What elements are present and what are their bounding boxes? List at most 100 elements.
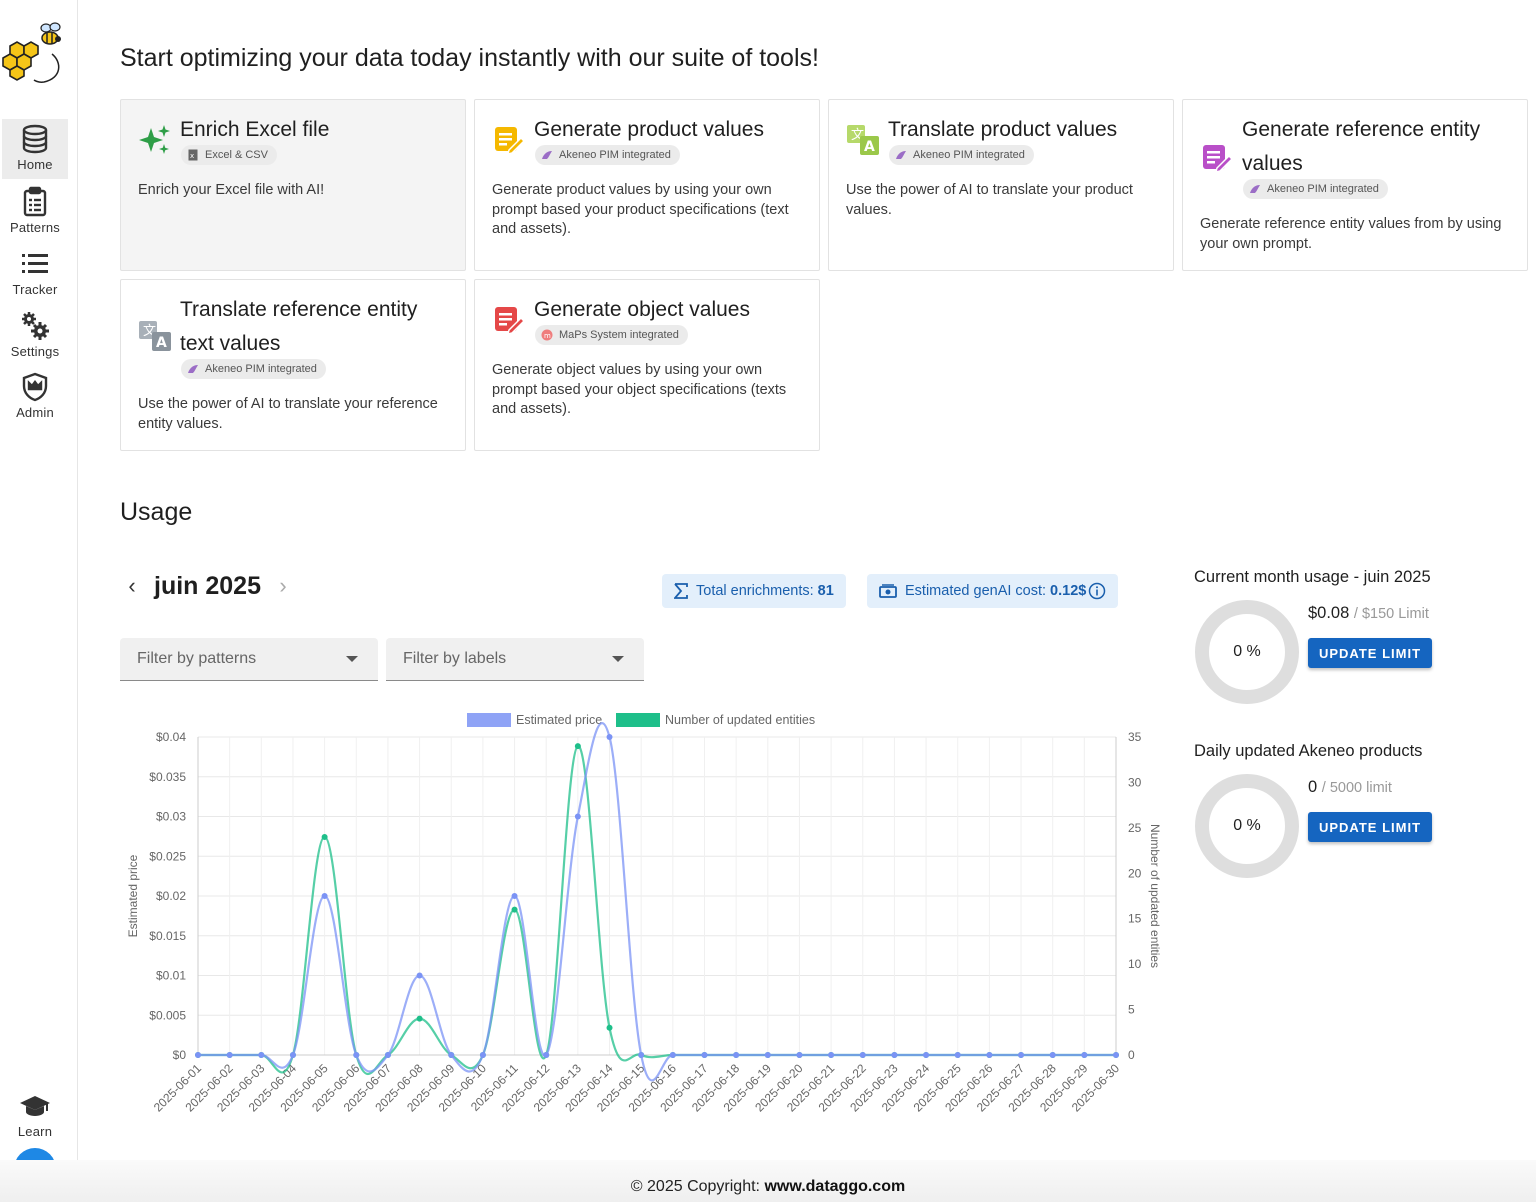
update-limit-button[interactable]: UPDATE LIMIT (1308, 812, 1432, 842)
legend-label: Estimated price (516, 713, 602, 727)
estimated-cost-value: 0.12$ (1050, 583, 1087, 599)
card-description: Use the power of AI to translate your pr… (846, 182, 1133, 218)
sidebar-item-admin[interactable]: Admin (2, 367, 68, 427)
card-description: Generate reference entity values from by… (1200, 216, 1502, 252)
card-chip: m MaPs System integrated (535, 325, 688, 345)
card-chip: Akeneo PIM integrated (181, 359, 326, 379)
price-series-point (258, 1052, 265, 1058)
y-right-tick-label: 5 (1128, 1003, 1135, 1017)
dropdown-caret-icon (346, 656, 358, 662)
card-description: Generate object values by using your own… (492, 362, 787, 417)
price-series-point (511, 893, 518, 899)
y-right-tick-label: 15 (1128, 912, 1142, 926)
card-generate-reference-entity-values[interactable]: Generate reference entity values Akeneo … (1182, 99, 1528, 271)
entities-series-point (416, 1015, 423, 1022)
price-series-point (543, 1052, 550, 1058)
sidebar-item-label: Patterns (9, 220, 60, 235)
price-series-point (321, 893, 328, 899)
estimated-cost-label: Estimated genAI cost: (905, 583, 1047, 599)
y-right-tick-label: 35 (1128, 730, 1142, 744)
akeneo-icon (188, 365, 198, 373)
money-icon (879, 584, 897, 598)
price-series-point (796, 1052, 803, 1058)
filter-patterns-select[interactable]: Filter by patterns (120, 638, 378, 681)
filter-labels-select[interactable]: Filter by labels (386, 638, 644, 681)
y-left-tick-label: $0.015 (149, 929, 186, 943)
sidebar-item-label: Admin (16, 405, 54, 420)
y-left-tick-label: $0.005 (149, 1008, 186, 1022)
card-description: Generate product values by using your ow… (492, 182, 789, 237)
sidebar-item-patterns[interactable]: Patterns (2, 182, 68, 242)
price-series-point (701, 1052, 708, 1058)
month-usage-percent: 0 % (1233, 643, 1261, 660)
month-usage-value: $0.08 (1308, 604, 1350, 622)
info-icon[interactable] (1088, 582, 1106, 600)
entities-series-point (321, 833, 328, 840)
card-enrich-excel[interactable]: Enrich Excel file x Excel & CSV Enrich y… (120, 99, 466, 271)
card-title: Generate reference entity values (1242, 118, 1481, 175)
card-title: Generate object values (534, 298, 750, 321)
sidebar-item-label: Learn (17, 1124, 53, 1139)
akeneo-icon (542, 151, 552, 159)
translate-icon: 文 A (139, 321, 171, 351)
price-series-point (1018, 1052, 1025, 1058)
price-series-point (574, 813, 581, 820)
main-content: Start optimizing your data today instant… (78, 0, 1536, 1202)
sidebar: Home Patterns Tracker Settings (0, 0, 78, 1202)
legend-swatch-entities (616, 713, 660, 727)
price-series-point (448, 1052, 455, 1058)
month-usage-amount: $0.08 / $150 Limit (1308, 604, 1429, 623)
price-series-point (606, 734, 613, 740)
sidebar-item-label: Home (17, 157, 53, 172)
usage-title: Usage (120, 498, 193, 526)
chip-label: Akeneo PIM integrated (559, 149, 671, 161)
total-enrichments-label: Total enrichments: (696, 583, 814, 599)
chevron-left-icon[interactable]: ‹ (128, 573, 136, 598)
list-icon (22, 254, 48, 273)
price-series-point (416, 972, 423, 979)
chip-label: Akeneo PIM integrated (913, 149, 1025, 161)
y-left-tick-label: $0.04 (156, 730, 186, 744)
card-generate-object-values[interactable]: Generate object values m MaPs System int… (474, 279, 820, 451)
dropdown-caret-icon (612, 656, 624, 662)
card-generate-product-values[interactable]: Generate product values Akeneo PIM integ… (474, 99, 820, 271)
bee-hive-logo[interactable] (0, 14, 70, 88)
footer: © 2025 Copyright: www.dataggo.com (0, 1160, 1536, 1202)
graduation-cap-icon (20, 1096, 50, 1116)
maps-system-icon: m (541, 329, 553, 341)
price-series-point (353, 1052, 360, 1058)
shield-icon (22, 372, 48, 402)
card-description: Use the power of AI to translate your re… (138, 396, 438, 432)
price-series-point (384, 1052, 391, 1058)
sidebar-item-settings[interactable]: Settings (2, 306, 68, 366)
price-series-point (954, 1052, 961, 1058)
price-series-point (1049, 1052, 1056, 1058)
update-limit-button[interactable]: UPDATE LIMIT (1308, 638, 1432, 668)
akeneo-icon (896, 151, 906, 159)
card-translate-reference-entity[interactable]: 文 A Translate reference entity text valu… (120, 279, 466, 451)
entities-series-point (511, 906, 518, 913)
sigma-icon (674, 583, 688, 599)
card-title: Translate product values (888, 118, 1118, 141)
page-title: Start optimizing your data today instant… (120, 44, 819, 72)
site-link[interactable]: www.dataggo.com (764, 1178, 906, 1195)
daily-products-percent: 0 % (1233, 817, 1261, 834)
translate-icon: 文 A (847, 125, 879, 155)
price-series-point (669, 1052, 676, 1058)
y-right-axis-title: Number of updated entities (1148, 824, 1162, 968)
month-usage-title: Current month usage - juin 2025 (1194, 568, 1431, 586)
sidebar-item-learn[interactable]: Learn (2, 1086, 68, 1146)
price-series-point (1113, 1052, 1119, 1058)
chevron-right-icon[interactable]: › (279, 573, 287, 598)
notes-edit-icon (495, 127, 526, 156)
chip-label: MaPs System integrated (559, 329, 679, 341)
sidebar-item-tracker[interactable]: Tracker (2, 244, 68, 304)
y-right-tick-label: 30 (1128, 775, 1142, 789)
card-translate-product-values[interactable]: 文 A Translate product values Akeneo PIM … (828, 99, 1174, 271)
gears-icon (22, 312, 49, 340)
sidebar-item-home[interactable]: Home (2, 119, 68, 179)
notes-edit-icon (1203, 145, 1234, 174)
daily-products-value: 0 (1308, 778, 1318, 796)
svg-text:x: x (190, 152, 194, 160)
price-series-point (764, 1052, 771, 1058)
